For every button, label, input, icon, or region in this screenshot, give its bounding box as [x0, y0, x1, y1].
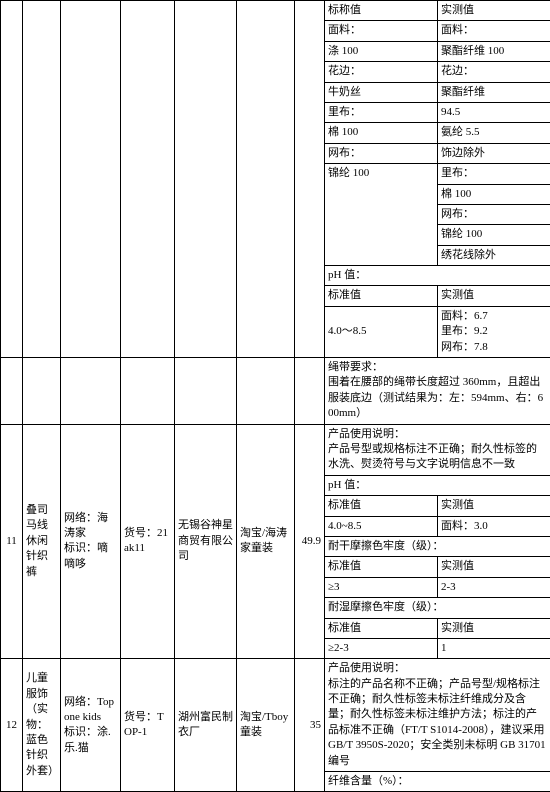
cell-shop-0b: [237, 358, 295, 425]
cell-shop-0: [237, 1, 295, 358]
cell-name-0: [23, 1, 61, 358]
r0a-e1: 里布：: [325, 102, 438, 122]
row12-desc: 产品使用说明： 标注的产品名称不正确；产品号型/规格标注不正确；耐久性标签未标注…: [325, 659, 550, 772]
r11-wet-h2: 实测值: [438, 618, 550, 638]
r0b-a1: 4.0～8.5: [325, 306, 438, 357]
row12-qty: 35: [295, 659, 325, 792]
row11-shop: 淘宝/海涛家童装: [237, 424, 295, 659]
r11-wet-a1: ≥2-3: [325, 638, 438, 658]
row12-fiber: 纤维含量（%）：: [325, 772, 550, 792]
r11-dry-h1: 标准值: [325, 557, 438, 577]
r0a-j2: 网布：: [438, 204, 550, 224]
r0a-b2: 聚酯纤维 100: [438, 41, 550, 61]
row11-name: 叠司马线休闲针织裤: [23, 424, 61, 659]
r11-wet-a2: 1: [438, 638, 550, 658]
r0a-h1b: 锦纶 100: [325, 164, 438, 266]
r0a-d2: 聚酯纤维: [438, 82, 550, 102]
r11-ph-h2: 实测值: [438, 496, 550, 516]
r11-dry-title: 耐干摩擦色牢度（级）：: [325, 536, 550, 556]
r0a-d1: 牛奶丝: [325, 82, 438, 102]
r0b-h2: 实测值: [438, 286, 550, 306]
r0a-i2: 棉 100: [438, 184, 550, 204]
row12-idx: 12: [1, 659, 23, 792]
row12-mfr: 湖州富民制衣厂: [175, 659, 237, 792]
row11-net: 网络：海涛家标识：嘀嘀哆: [61, 424, 121, 659]
r0a-c2: 花边：: [438, 62, 550, 82]
cell-sku-0: [121, 1, 175, 358]
r11-wet-title: 耐湿摩擦色牢度（级）：: [325, 598, 550, 618]
r0a-a2: 面料：: [438, 21, 550, 41]
cell-qty-0b: [295, 358, 325, 425]
r11-ph-title: pH 值：: [325, 475, 550, 495]
cell-idx-0: [1, 1, 23, 358]
row11-mfr: 无锡谷神星商贸有限公司: [175, 424, 237, 659]
r0a-l2: 绣花线除外: [438, 245, 550, 265]
r11-ph-a2: 面料：3.0: [438, 516, 550, 536]
r0a-g1: 网布：: [325, 143, 438, 163]
r11-ph-h1: 标准值: [325, 496, 438, 516]
r0a-h2b: 里布：: [438, 164, 550, 184]
row12-sku: 货号：TOP-1: [121, 659, 175, 792]
row11-sku: 货号：21ak11: [121, 424, 175, 659]
cell-name-0b: [23, 358, 61, 425]
cell-qty-0: [295, 1, 325, 358]
r11-wet-h1: 标准值: [325, 618, 438, 638]
r0c: 绳带要求：围着在腰部的绳带长度超过 360mm，且超出服装底边（测试结果为：左：…: [325, 358, 550, 425]
row12-net: 网络：Top one kids标识：涂.乐.猫: [61, 659, 121, 792]
cell-sku-0b: [121, 358, 175, 425]
r0b-title: pH 值：: [325, 266, 550, 286]
r0b-a2: 面料：6.7里布：9.2网布：7.8: [438, 306, 550, 357]
row11-desc: 产品使用说明： 产品号型或规格标注不正确；耐久性标签的水洗、熨烫符号与文字说明信…: [325, 424, 550, 475]
row11-qty: 49.9: [295, 424, 325, 659]
row12-name: 儿童服饰（实物：蓝色针织外套）: [23, 659, 61, 792]
cell-mfr-0: [175, 1, 237, 358]
cell-mfr-0b: [175, 358, 237, 425]
r0a-e2: 94.5: [438, 102, 550, 122]
r0a-k2: 锦纶 100: [438, 225, 550, 245]
r0a-h2: 实测值: [438, 1, 550, 21]
r0a-f1: 棉 100: [325, 123, 438, 143]
r0a-c1: 花边：: [325, 62, 438, 82]
r0a-b1: 涤 100: [325, 41, 438, 61]
r11-ph-a1: 4.0~8.5: [325, 516, 438, 536]
cell-net-0: [61, 1, 121, 358]
r0a-f2: 氨纶 5.5: [438, 123, 550, 143]
r0b-h1: 标准值: [325, 286, 438, 306]
row12-shop: 淘宝/Tboy 童装: [237, 659, 295, 792]
r11-dry-h2: 实测值: [438, 557, 550, 577]
r11-dry-a1: ≥3: [325, 577, 438, 597]
r0a-h1: 标称值: [325, 1, 438, 21]
r11-dry-a2: 2-3: [438, 577, 550, 597]
cell-idx-0b: [1, 358, 23, 425]
r0a-g2: 饰边除外: [438, 143, 550, 163]
cell-net-0b: [61, 358, 121, 425]
r0a-a1: 面料：: [325, 21, 438, 41]
row11-idx: 11: [1, 424, 23, 659]
